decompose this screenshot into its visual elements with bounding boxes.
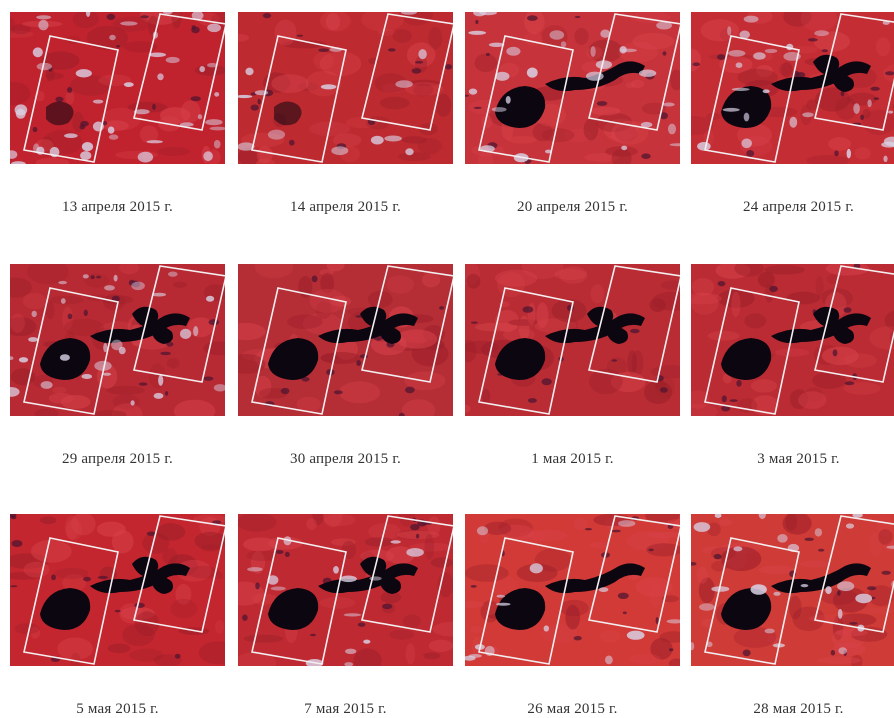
satellite-image [10, 264, 225, 416]
satellite-image [691, 12, 894, 164]
image-date-caption: 29 апреля 2015 г. [10, 451, 225, 468]
image-date-caption: 26 мая 2015 г. [465, 701, 680, 718]
satellite-image [238, 264, 453, 416]
satellite-image [465, 514, 680, 666]
satellite-image [10, 12, 225, 164]
satellite-image [238, 514, 453, 666]
image-date-caption: 1 мая 2015 г. [465, 451, 680, 468]
image-date-caption: 14 апреля 2015 г. [238, 199, 453, 216]
image-date-caption: 5 мая 2015 г. [10, 701, 225, 718]
image-date-caption: 24 апреля 2015 г. [691, 199, 894, 216]
satellite-image [10, 514, 225, 666]
image-date-caption: 20 апреля 2015 г. [465, 199, 680, 216]
image-date-caption: 13 апреля 2015 г. [10, 199, 225, 216]
image-date-caption: 7 мая 2015 г. [238, 701, 453, 718]
satellite-image [691, 514, 894, 666]
image-date-caption: 3 мая 2015 г. [691, 451, 894, 468]
image-date-caption: 28 мая 2015 г. [691, 701, 894, 718]
satellite-image [238, 12, 453, 164]
image-date-caption: 30 апреля 2015 г. [238, 451, 453, 468]
satellite-image [465, 264, 680, 416]
satellite-image [465, 12, 680, 164]
satellite-image [691, 264, 894, 416]
